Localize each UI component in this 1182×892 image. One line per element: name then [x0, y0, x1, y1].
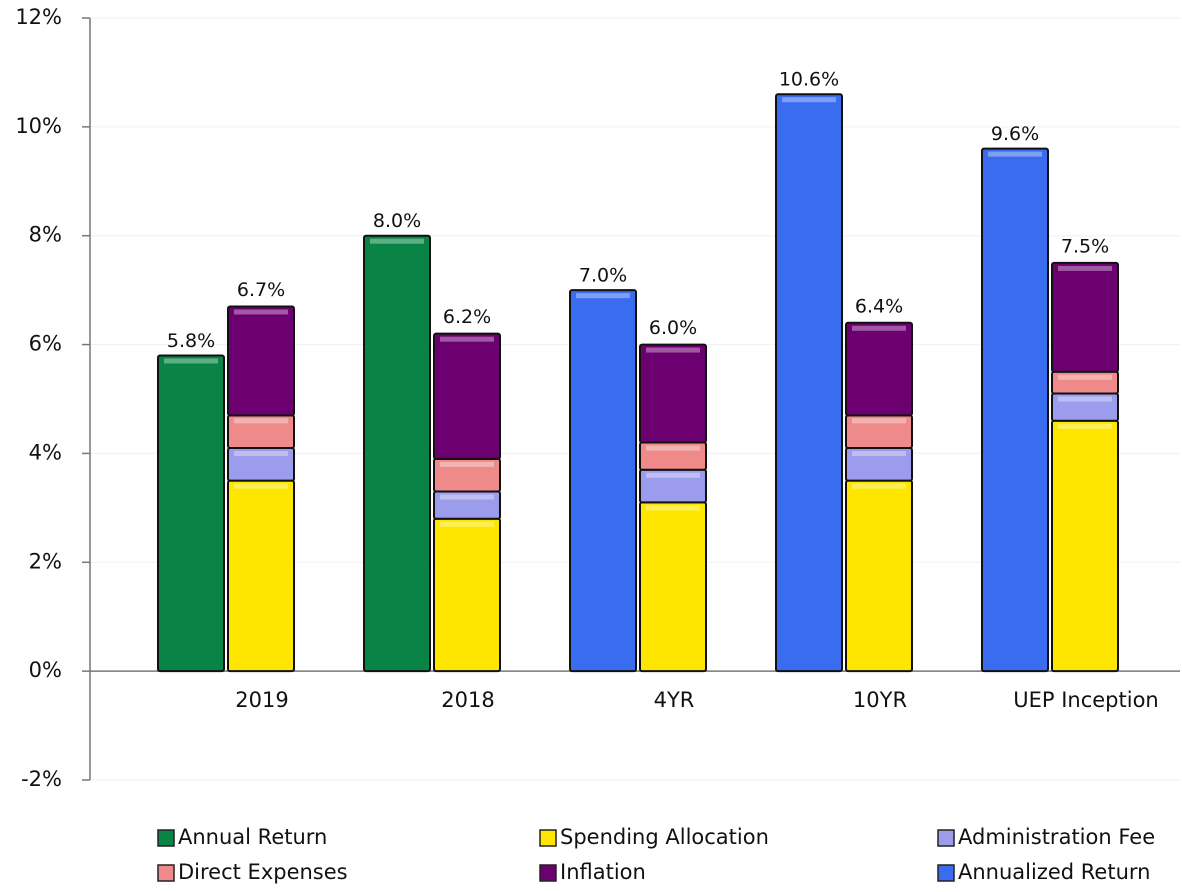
y-tick-label: 4% — [29, 440, 62, 464]
bar — [569, 289, 637, 673]
x-tick-label: 2018 — [441, 688, 494, 712]
bar — [775, 93, 843, 673]
bar-highlight — [440, 521, 494, 527]
bar-highlight — [164, 358, 218, 364]
bar-highlight — [234, 483, 288, 489]
x-tick-label: 2019 — [235, 688, 288, 712]
bar-highlight — [1058, 374, 1112, 380]
bar-highlight — [852, 483, 906, 489]
bar-highlight — [852, 450, 906, 456]
bar-highlight — [234, 309, 288, 315]
bar-highlight — [646, 347, 700, 353]
bar-highlight — [1058, 423, 1112, 429]
data-label: 9.6% — [991, 123, 1039, 145]
legend-swatch — [157, 829, 175, 847]
legend-label: Spending Allocation — [560, 825, 769, 849]
stack-total-label: 6.4% — [855, 295, 903, 317]
stack-total-label: 6.7% — [237, 279, 285, 301]
bar-highlight — [234, 450, 288, 456]
data-label: 8.0% — [373, 210, 421, 232]
bar-highlight — [852, 325, 906, 331]
bar — [157, 354, 225, 673]
bar — [1051, 419, 1119, 673]
legend-swatch — [937, 864, 955, 882]
bar — [1051, 261, 1119, 373]
bar-highlight — [234, 418, 288, 424]
bar — [981, 147, 1049, 673]
stack-total-label: 6.2% — [443, 306, 491, 328]
data-label: 5.8% — [167, 330, 215, 352]
stack-total-label: 7.5% — [1061, 235, 1109, 257]
bar-highlight — [1058, 265, 1112, 271]
x-tick-label: UEP Inception — [1013, 688, 1159, 712]
bar-highlight — [576, 293, 630, 299]
bar — [845, 321, 913, 417]
bar — [639, 501, 707, 673]
legend-label: Direct Expenses — [178, 860, 348, 884]
y-tick-label: 8% — [29, 223, 62, 247]
legend-label: Annual Return — [178, 825, 327, 849]
bar-highlight — [440, 336, 494, 342]
y-tick-label: 2% — [29, 549, 62, 573]
bar-highlight — [646, 472, 700, 478]
data-label: 10.6% — [779, 69, 839, 91]
legend-label: Administration Fee — [958, 825, 1155, 849]
stack-total-label: 6.0% — [649, 317, 697, 339]
legend-swatch — [937, 829, 955, 847]
bar-highlight — [646, 505, 700, 511]
legend-label: Annualized Return — [958, 860, 1150, 884]
bar-highlight — [852, 418, 906, 424]
bar-highlight — [440, 461, 494, 467]
data-label: 7.0% — [579, 265, 627, 287]
bar-highlight — [646, 445, 700, 451]
x-tick-label: 4YR — [654, 688, 695, 712]
x-tick-label: 10YR — [853, 688, 907, 712]
bar — [433, 332, 501, 460]
bar-highlight — [370, 238, 424, 244]
bar — [639, 343, 707, 444]
bar-highlight — [440, 494, 494, 500]
y-tick-label: 0% — [29, 658, 62, 682]
bar-highlight — [988, 151, 1042, 157]
bar — [845, 479, 913, 673]
bar — [227, 479, 295, 673]
y-tick-label: 6% — [29, 332, 62, 356]
bar-highlight — [782, 97, 836, 103]
bar-highlight — [1058, 396, 1112, 402]
y-tick-label: 10% — [15, 114, 62, 138]
y-tick-label: 12% — [15, 5, 62, 29]
bar — [363, 234, 431, 673]
bar — [227, 305, 295, 417]
legend-swatch — [157, 864, 175, 882]
legend-swatch — [539, 829, 557, 847]
bar — [433, 517, 501, 673]
legend-label: Inflation — [560, 860, 646, 884]
legend-swatch — [539, 864, 557, 882]
y-tick-label: -2% — [21, 767, 62, 791]
